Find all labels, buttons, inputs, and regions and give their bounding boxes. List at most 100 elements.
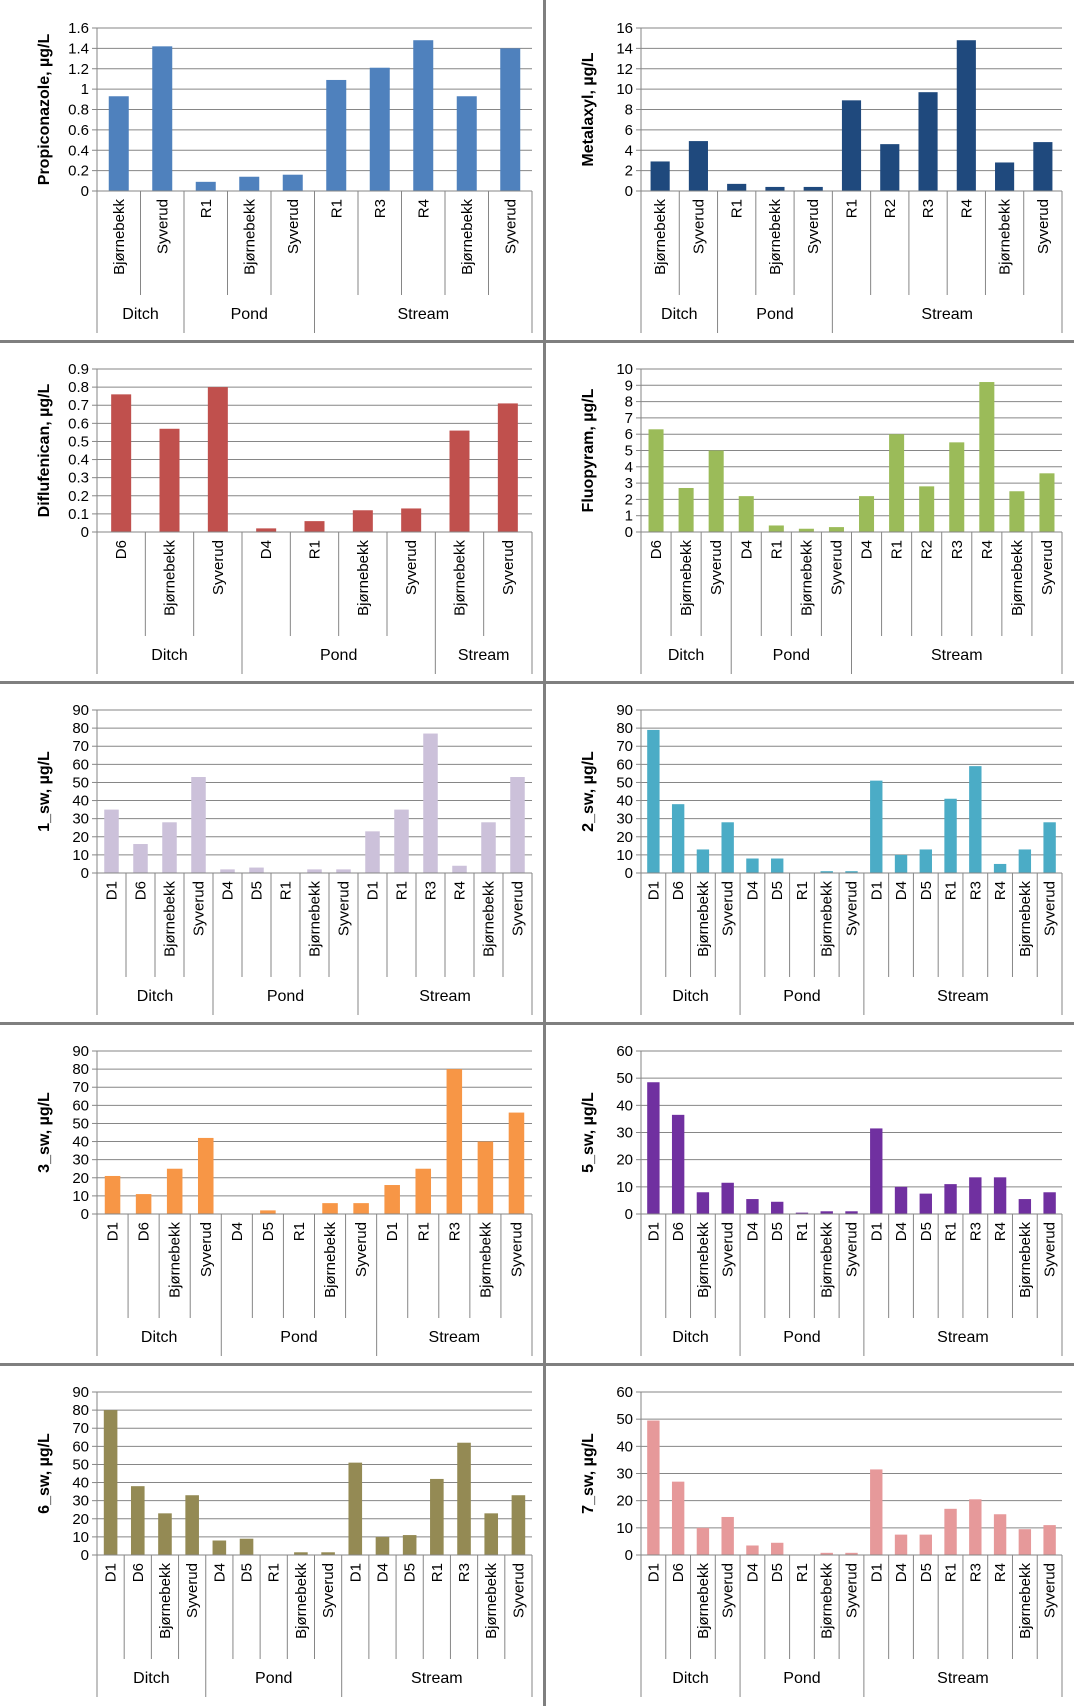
bar — [870, 780, 883, 873]
bar — [511, 1495, 526, 1555]
bar — [484, 1513, 499, 1555]
y-tick-label: 10 — [616, 361, 633, 378]
y-tick-label: 0.3 — [68, 470, 89, 487]
bar — [919, 486, 935, 532]
bar — [336, 869, 351, 873]
bar — [894, 854, 908, 873]
x-tick-label: R1 — [291, 1222, 308, 1241]
y-tick-label: 60 — [72, 756, 89, 773]
x-tick-label: Bjørnebekk — [162, 881, 179, 957]
y-tick-label: 0 — [81, 524, 89, 541]
bar — [352, 510, 373, 532]
bar — [365, 831, 380, 873]
x-tick-label: R4 — [452, 881, 469, 900]
bar — [820, 1552, 833, 1555]
y-tick-label: 0 — [625, 1206, 633, 1223]
x-tick-label: Syverud — [690, 199, 707, 254]
x-tick-label: Syverud — [844, 1563, 861, 1618]
x-tick-label: Bjørnebekk — [293, 1563, 310, 1639]
y-tick-label: 4 — [625, 142, 633, 159]
x-tick-label: R4 — [992, 881, 1009, 900]
x-tick-label: Bjørnebekk — [798, 540, 815, 616]
x-tick-label: Bjørnebekk — [481, 881, 498, 957]
x-tick-label: R1 — [394, 881, 411, 900]
x-tick-label: D5 — [918, 881, 935, 900]
y-tick-label: 50 — [72, 1115, 89, 1132]
bar — [688, 141, 708, 191]
y-tick-label: 30 — [616, 1125, 633, 1142]
x-tick-label: R4 — [992, 1222, 1009, 1241]
x-tick-label: Bjørnebekk — [157, 1563, 174, 1639]
x-tick-label: R3 — [967, 881, 984, 900]
bar — [678, 487, 694, 532]
bar — [820, 871, 833, 873]
x-tick-label: Syverud — [500, 540, 517, 595]
x-tick-label: D4 — [859, 540, 876, 559]
y-tick-label: 1 — [81, 81, 89, 98]
x-tick-label: D4 — [744, 1563, 761, 1582]
x-tick-label: Syverud — [285, 199, 302, 254]
y-tick-label: 0 — [625, 1547, 633, 1564]
x-tick-label: D4 — [744, 1222, 761, 1241]
x-tick-label: D6 — [130, 1563, 147, 1582]
y-tick-label: 20 — [72, 829, 89, 846]
x-tick-label: R4 — [992, 1563, 1009, 1582]
x-tick-label: Bjørnebekk — [695, 1563, 712, 1639]
y-tick-label: 40 — [616, 793, 633, 810]
x-tick-label: Bjørnebekk — [767, 199, 784, 275]
x-tick-label: Syverud — [210, 540, 227, 595]
bar — [260, 1210, 276, 1214]
y-tick-label: 12 — [616, 61, 633, 78]
y-tick-label: 20 — [616, 1493, 633, 1510]
bar — [738, 496, 754, 532]
bar — [944, 1508, 957, 1555]
bar — [294, 1552, 308, 1555]
bar — [326, 79, 347, 191]
bar — [845, 871, 858, 873]
chart-panel-fluopyram: 0 1 2 3 4 5 6 7 8 9 10 Fluopyram, µg/L D6 Bjørnebekk S… — [544, 341, 1074, 682]
bar — [456, 96, 477, 191]
bar — [949, 442, 965, 532]
y-tick-label: 6 — [625, 122, 633, 139]
chart-panel-propiconazole: 0 0.2 0.4 0.6 0.8 1 1.2 1.4 1.6 Propiconazole, µg… — [0, 0, 544, 341]
x-tick-label: Bjørnebekk — [167, 1222, 184, 1298]
x-tick-label: R3 — [967, 1563, 984, 1582]
panel-divider-horizontal — [0, 1363, 1074, 1366]
bar — [1043, 822, 1056, 873]
bar — [993, 1514, 1007, 1555]
y-tick-label: 0.6 — [68, 415, 89, 432]
x-tick-label: R1 — [943, 1222, 960, 1241]
bar — [828, 527, 844, 532]
y-tick-label: 10 — [616, 1179, 633, 1196]
bar — [158, 1513, 172, 1555]
x-tick-label: Syverud — [720, 881, 737, 936]
x-tick-label: R1 — [729, 199, 746, 218]
bar — [894, 1186, 908, 1214]
x-tick-label: D6 — [648, 540, 665, 559]
bar — [889, 434, 905, 532]
bar — [647, 729, 660, 873]
y-tick-label: 0.2 — [68, 163, 89, 180]
x-tick-label: Bjørnebekk — [1017, 1222, 1034, 1298]
bar — [111, 394, 132, 532]
bar — [207, 387, 228, 532]
x-tick-label: R4 — [958, 199, 975, 218]
x-tick-label: D4 — [211, 1563, 228, 1582]
chart-panel-6-sw: 0 10 20 30 40 50 60 70 80 90 6_sw, µg/L D1 D6 Bjørneb… — [0, 1364, 544, 1706]
x-tick-label: D1 — [868, 881, 885, 900]
bar — [401, 508, 422, 532]
bar — [446, 1069, 463, 1214]
bar — [103, 1410, 118, 1555]
bar — [353, 1203, 369, 1214]
x-tick-label: D4 — [893, 1222, 910, 1241]
x-tick-label: R1 — [844, 199, 861, 218]
x-tick-label: R4 — [979, 540, 996, 559]
x-tick-label: D5 — [239, 1563, 256, 1582]
x-tick-label: Bjørnebekk — [477, 1222, 494, 1298]
bar — [477, 1141, 494, 1214]
bar — [795, 1212, 809, 1214]
x-tick-label: D5 — [249, 881, 266, 900]
x-tick-label: D1 — [347, 1563, 364, 1582]
bar — [133, 844, 148, 873]
